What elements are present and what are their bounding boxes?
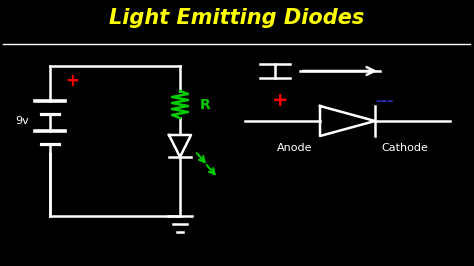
Text: Cathode: Cathode [382,143,428,153]
Text: +: + [65,72,79,90]
Text: 9v: 9v [15,116,29,126]
Text: +: + [272,92,288,110]
Text: Anode: Anode [277,143,313,153]
Text: R: R [200,98,210,112]
Text: –––: ––– [376,94,394,107]
Text: Light Emitting Diodes: Light Emitting Diodes [109,8,365,28]
